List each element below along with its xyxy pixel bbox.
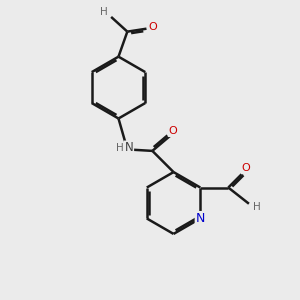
Text: H: H (253, 202, 261, 212)
Text: N: N (196, 212, 205, 225)
Text: H: H (116, 143, 124, 153)
Text: N: N (124, 141, 133, 154)
Text: O: O (169, 126, 177, 136)
Text: H: H (100, 7, 108, 16)
Text: O: O (148, 22, 157, 32)
Text: O: O (242, 164, 250, 173)
